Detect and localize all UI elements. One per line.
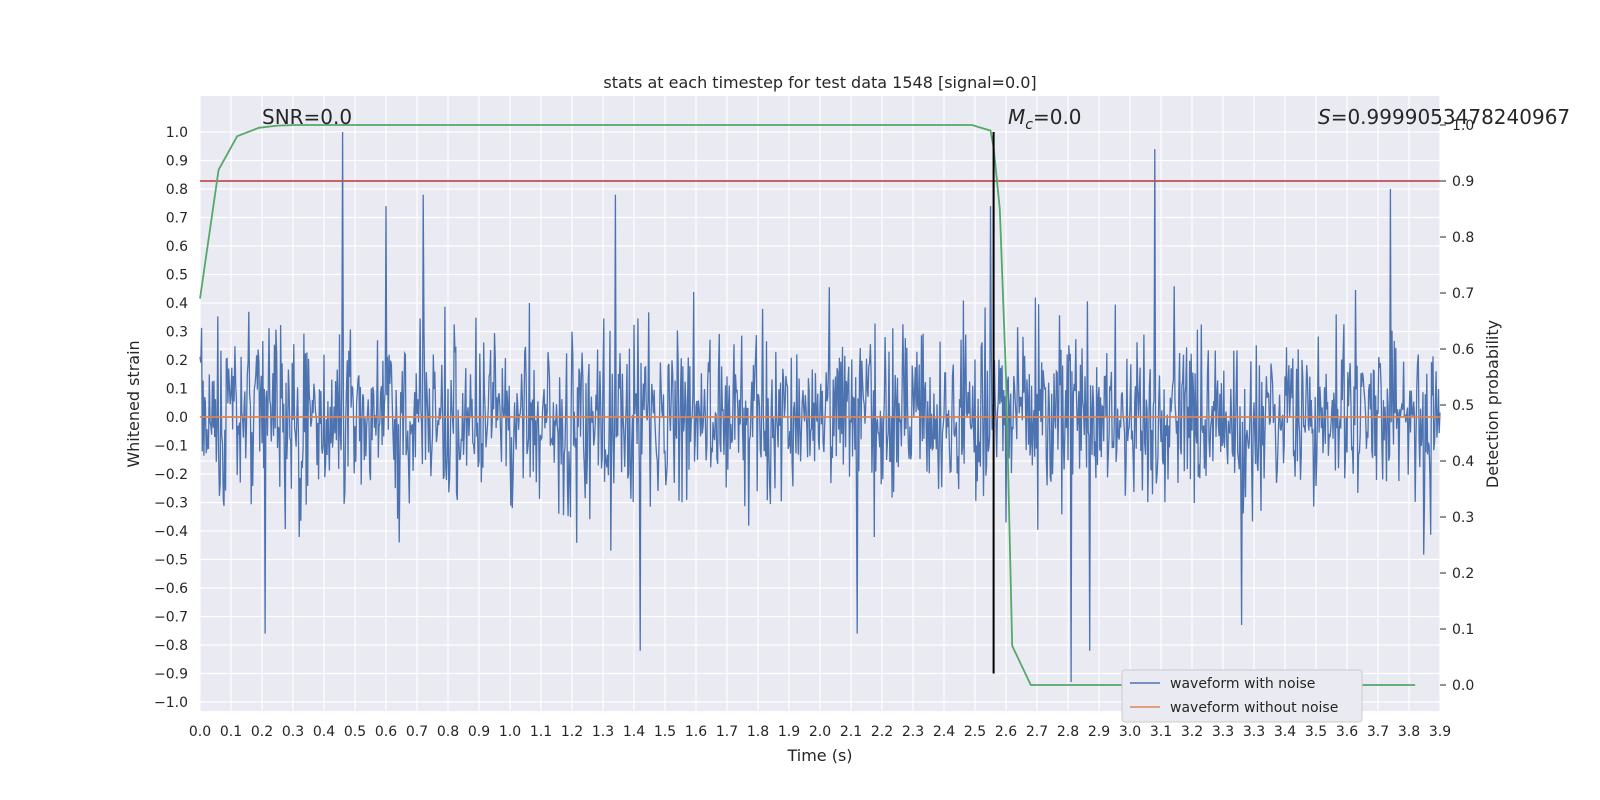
x-tick-label: 3.0 — [1119, 724, 1141, 740]
y-tick-label: −0.4 — [154, 524, 188, 540]
y-tick-label: −0.6 — [154, 581, 188, 597]
y-tick-label: −0.1 — [154, 439, 188, 455]
x-tick-label: 0.2 — [251, 724, 273, 740]
snr-annotation: SNR=0.0 — [262, 105, 352, 129]
x-tick-label: 0.0 — [189, 724, 211, 740]
y-tick-label: −1.0 — [154, 695, 188, 711]
y2-tick-label: 0.3 — [1452, 510, 1474, 526]
x-tick-label: 0.1 — [220, 724, 242, 740]
x-tick-label: 1.0 — [499, 724, 521, 740]
y-tick-label: −0.2 — [154, 467, 188, 483]
x-tick-label: 3.3 — [1212, 724, 1234, 740]
y-axis-label: Whitened strain — [124, 340, 143, 467]
y2-axis-label: Detection probability — [1483, 320, 1502, 488]
x-tick-label: 1.7 — [716, 724, 738, 740]
x-tick-label: 2.8 — [1057, 724, 1079, 740]
x-tick-label: 3.4 — [1274, 724, 1296, 740]
y-tick-label: −0.5 — [154, 553, 188, 569]
y-tick-label: 0.8 — [166, 182, 188, 198]
x-tick-label: 0.9 — [468, 724, 490, 740]
s-symbol: S — [1318, 105, 1331, 129]
y-tick-label: 0.7 — [166, 211, 188, 227]
x-tick-label: 1.1 — [530, 724, 552, 740]
y2-tick-label: 0.2 — [1452, 566, 1474, 582]
x-tick-label: 3.8 — [1398, 724, 1420, 740]
x-tick-label: 1.8 — [747, 724, 769, 740]
x-axis-label: Time (s) — [786, 746, 852, 765]
y-tick-label: −0.3 — [154, 496, 188, 512]
x-tick-label: 0.3 — [282, 724, 304, 740]
x-tick-label: 2.2 — [871, 724, 893, 740]
legend-box — [1121, 669, 1363, 723]
x-tick-label: 3.6 — [1336, 724, 1358, 740]
legend-label-clean: waveform without noise — [1170, 700, 1338, 716]
y2-tick-label: 0.4 — [1452, 454, 1474, 470]
y-tick-label: 1.0 — [166, 125, 188, 141]
x-tick-label: 3.9 — [1429, 724, 1451, 740]
y-tick-label: 0.9 — [166, 154, 188, 170]
mc-symbol: M — [1008, 105, 1025, 129]
legend: waveform with noise waveform without noi… — [1121, 669, 1363, 723]
mc-value: =0.0 — [1033, 105, 1082, 129]
s-annotation: S=0.9999053478240967 — [1318, 105, 1570, 129]
x-tick-label: 3.1 — [1150, 724, 1172, 740]
y2-tick-labels: 1.0 0.9 0.8 0.7 0.6 0.5 0.4 0.3 0.2 0.1 0.0 — [1440, 118, 1474, 694]
y-tick-label: −0.8 — [154, 638, 188, 654]
legend-label-noise: waveform with noise — [1170, 676, 1315, 692]
x-tick-label: 1.9 — [778, 724, 800, 740]
x-tick-label: 3.2 — [1181, 724, 1203, 740]
x-tick-label: 2.3 — [902, 724, 924, 740]
x-tick-label: 0.8 — [437, 724, 459, 740]
noise-waveform-line — [199, 131, 1441, 683]
y-tick-label: 0.5 — [166, 268, 188, 284]
x-tick-label: 1.4 — [623, 724, 645, 740]
y-tick-label: −0.7 — [154, 610, 188, 626]
s-value: =0.9999053478240967 — [1331, 105, 1570, 129]
x-tick-label: 2.0 — [809, 724, 831, 740]
y2-tick-label: 0.1 — [1452, 622, 1474, 638]
x-tick-label: 3.5 — [1305, 724, 1327, 740]
mc-subscript: c — [1025, 117, 1033, 133]
x-tick-label: 0.4 — [313, 724, 335, 740]
y2-tick-label: 1.0 — [1452, 118, 1474, 134]
series-lines — [199, 124, 1440, 686]
chart-title: stats at each timestep for test data 154… — [603, 73, 1036, 92]
x-tick-label: 2.1 — [840, 724, 862, 740]
y-tick-label: 0.2 — [166, 353, 188, 369]
series-waveform-with-noise — [199, 131, 1441, 683]
mc-annotation: Mc=0.0 — [1008, 105, 1082, 133]
y2-tick-label: 0.8 — [1452, 230, 1474, 246]
y2-tick-label: 0.5 — [1452, 398, 1474, 414]
x-tick-label: 0.7 — [406, 724, 428, 740]
x-tick-label: 2.9 — [1088, 724, 1110, 740]
y2-tick-label: 0.6 — [1452, 342, 1474, 358]
x-tick-label: 1.5 — [654, 724, 676, 740]
x-tick-label: 1.6 — [685, 724, 707, 740]
x-tick-labels: 0.0 0.1 0.2 0.3 0.4 0.5 0.6 0.7 0.8 0.9 1.0 1.1 1.2 1… — [189, 724, 1451, 740]
x-tick-label: 0.6 — [375, 724, 397, 740]
y-tick-label: 0.0 — [166, 410, 188, 426]
y-tick-label: −0.9 — [154, 667, 188, 683]
x-tick-label: 0.5 — [344, 724, 366, 740]
y2-tick-label: 0.0 — [1452, 678, 1474, 694]
x-tick-label: 2.7 — [1026, 724, 1048, 740]
x-tick-label: 3.3 — [1243, 724, 1265, 740]
y-tick-labels: 1.0 0.9 0.8 0.7 0.6 0.5 0.4 0.3 0.2 0.1 0.0 −0.1 −0.… — [154, 125, 188, 711]
detection-probability-line — [199, 124, 1416, 686]
y-tick-label: 0.3 — [166, 325, 188, 341]
x-tick-label: 2.5 — [964, 724, 986, 740]
x-tick-label: 2.6 — [995, 724, 1017, 740]
y-tick-label: 0.1 — [166, 382, 188, 398]
x-tick-label: 3.7 — [1367, 724, 1389, 740]
x-tick-label: 1.2 — [561, 724, 583, 740]
x-tick-label: 1.3 — [592, 724, 614, 740]
y-tick-label: 0.6 — [166, 239, 188, 255]
y2-tick-label: 0.9 — [1452, 174, 1474, 190]
x-tick-label: 2.4 — [933, 724, 955, 740]
y2-tick-label: 0.7 — [1452, 286, 1474, 302]
y-tick-label: 0.4 — [166, 296, 188, 312]
